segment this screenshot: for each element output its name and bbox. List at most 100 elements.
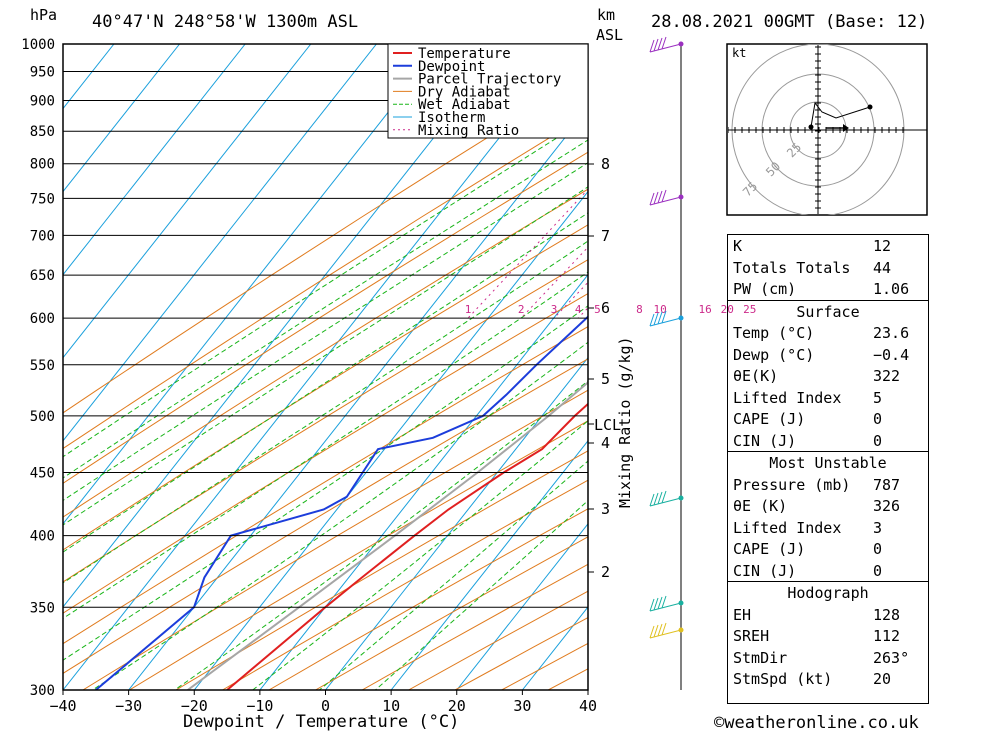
surface-index-label: θE(K) xyxy=(733,367,779,385)
pressure-tick-label: 500 xyxy=(30,409,55,425)
isotherm-line xyxy=(63,44,377,442)
hodograph-index-value: 112 xyxy=(873,627,901,645)
hodograph-header: Hodograph xyxy=(787,584,869,602)
surface-index-value: 0 xyxy=(873,431,883,450)
parcel-trajectory-series xyxy=(187,381,588,690)
dewpoint-series xyxy=(95,315,588,690)
unstable-index-value: 787 xyxy=(873,475,901,494)
surface-index-row: θE(K) 322 xyxy=(728,365,928,387)
unstable-index-label: Lifted Index xyxy=(733,518,842,537)
isotherm-line xyxy=(63,44,509,608)
basic-index-row: Totals Totals 44 xyxy=(728,257,928,279)
surface-index-value: 0 xyxy=(873,410,883,428)
x-tick-label: −20 xyxy=(181,697,208,715)
hodograph-index-value: 263° xyxy=(873,648,910,667)
mixing-ratio-label: 2 xyxy=(518,303,525,316)
surface-index-value: −0.4 xyxy=(873,345,910,364)
mixing-ratio-label: 3 xyxy=(551,303,558,316)
isotherm-line xyxy=(456,523,588,690)
surface-index-label: CAPE (J) xyxy=(733,410,806,428)
km-tick-label: 4 xyxy=(601,434,610,452)
wet-adiabat-line xyxy=(63,162,588,502)
pressure-tick-label: 350 xyxy=(30,600,55,616)
basic-index-value: 44 xyxy=(873,258,892,277)
isotherm-line xyxy=(390,439,588,690)
wet-adiabat-line xyxy=(319,460,588,690)
mixing-ratio-label: 16 xyxy=(699,303,712,316)
wet-adiabat-line xyxy=(63,305,588,661)
indices-table: K 12 Totals Totals 44 PW (cm) 1.06 Surface Te… xyxy=(727,234,929,704)
surface-index-label: Lifted Index xyxy=(733,388,842,407)
basic-index-label: Totals Totals xyxy=(733,258,851,277)
mixing-ratio-line xyxy=(520,246,588,319)
hodograph-index-row: StmSpd (kt) 20 xyxy=(728,668,928,690)
pressure-tick-label: 900 xyxy=(30,94,55,110)
pressure-tick-label: 550 xyxy=(30,358,55,374)
temperature-series xyxy=(226,402,588,690)
storm-motion-arrowhead xyxy=(843,124,849,132)
km-tick-label: 8 xyxy=(601,155,610,173)
legend-entry: Isotherm xyxy=(418,110,485,126)
basic-index-value: 1.06 xyxy=(873,280,910,298)
dry-adiabat-line xyxy=(63,326,588,645)
wind-barb xyxy=(649,490,684,507)
wet-adiabat-line xyxy=(63,212,588,553)
km-tick-label: 6 xyxy=(601,299,610,317)
km-tick-label: 5 xyxy=(601,370,610,388)
legend-entry: Parcel Trajectory xyxy=(418,72,561,88)
dry-adiabat-line xyxy=(82,389,588,690)
isotherm-line xyxy=(63,44,246,276)
dry-adiabat-line xyxy=(129,420,588,690)
mixing-ratio-label: 1 xyxy=(465,303,472,316)
wind-barb xyxy=(649,622,684,639)
unstable-index-label: θE (K) xyxy=(733,497,788,515)
unstable-index-row: Pressure (mb) 787 xyxy=(728,474,928,496)
pressure-tick-label: 750 xyxy=(30,191,55,207)
hodograph-index-row: EH 128 xyxy=(728,604,928,626)
unstable-index-value: 3 xyxy=(873,518,883,537)
km-tick-label: 7 xyxy=(601,227,610,245)
unstable-index-value: 0 xyxy=(873,540,883,558)
surface-index-label: CIN (J) xyxy=(733,431,797,450)
legend-entry: Mixing Ratio xyxy=(418,123,519,139)
isotherm-line xyxy=(128,107,588,690)
mixing-ratio-label: 25 xyxy=(743,303,756,316)
wind-barb xyxy=(649,189,684,206)
surface-index-label: Dewp (°C) xyxy=(733,345,815,364)
hodograph-index-row: SREH 112 xyxy=(728,625,928,647)
hodograph-index-label: SREH xyxy=(733,627,770,645)
dry-adiabat-line xyxy=(268,508,588,690)
surface-header: Surface xyxy=(796,302,860,321)
wind-barb xyxy=(649,310,684,327)
legend-entry: Temperature xyxy=(418,46,511,62)
basic-index-label: PW (cm) xyxy=(733,280,797,298)
surface-index-row: CIN (J) 0 xyxy=(728,430,928,452)
mixing-ratio-axis-label: Mixing Ratio (g/kg) xyxy=(616,336,634,508)
surface-index-label: Temp (°C) xyxy=(733,324,815,342)
mixing-ratio-label: 8 xyxy=(636,303,643,316)
surface-index-value: 5 xyxy=(873,388,883,407)
legend-entry: Wet Adiabat xyxy=(418,97,511,113)
mixing-ratio-label: 10 xyxy=(654,303,667,316)
pressure-tick-label: 850 xyxy=(30,124,55,140)
surface-index-row: Dewp (°C) −0.4 xyxy=(728,344,928,366)
hodograph-index-row: StmDir 263° xyxy=(728,647,928,669)
mixing-ratio-label: 4 xyxy=(575,303,582,316)
surface-index-value: 322 xyxy=(873,367,901,385)
hodograph-index-label: StmDir xyxy=(733,648,788,667)
pressure-tick-label: 700 xyxy=(30,228,55,244)
isotherm-line xyxy=(325,356,588,690)
dry-adiabat-line xyxy=(175,450,588,690)
isotherm-line xyxy=(63,44,115,110)
hodograph-point xyxy=(867,104,873,110)
mixing-ratio-label: 5 xyxy=(594,303,601,316)
dry-adiabat-line xyxy=(222,479,588,690)
km-tick-label: 3 xyxy=(601,500,610,518)
plot-frame xyxy=(62,43,589,691)
x-tick-label: −30 xyxy=(115,697,142,715)
wet-adiabat-line xyxy=(375,499,588,690)
legend-box xyxy=(387,43,589,139)
